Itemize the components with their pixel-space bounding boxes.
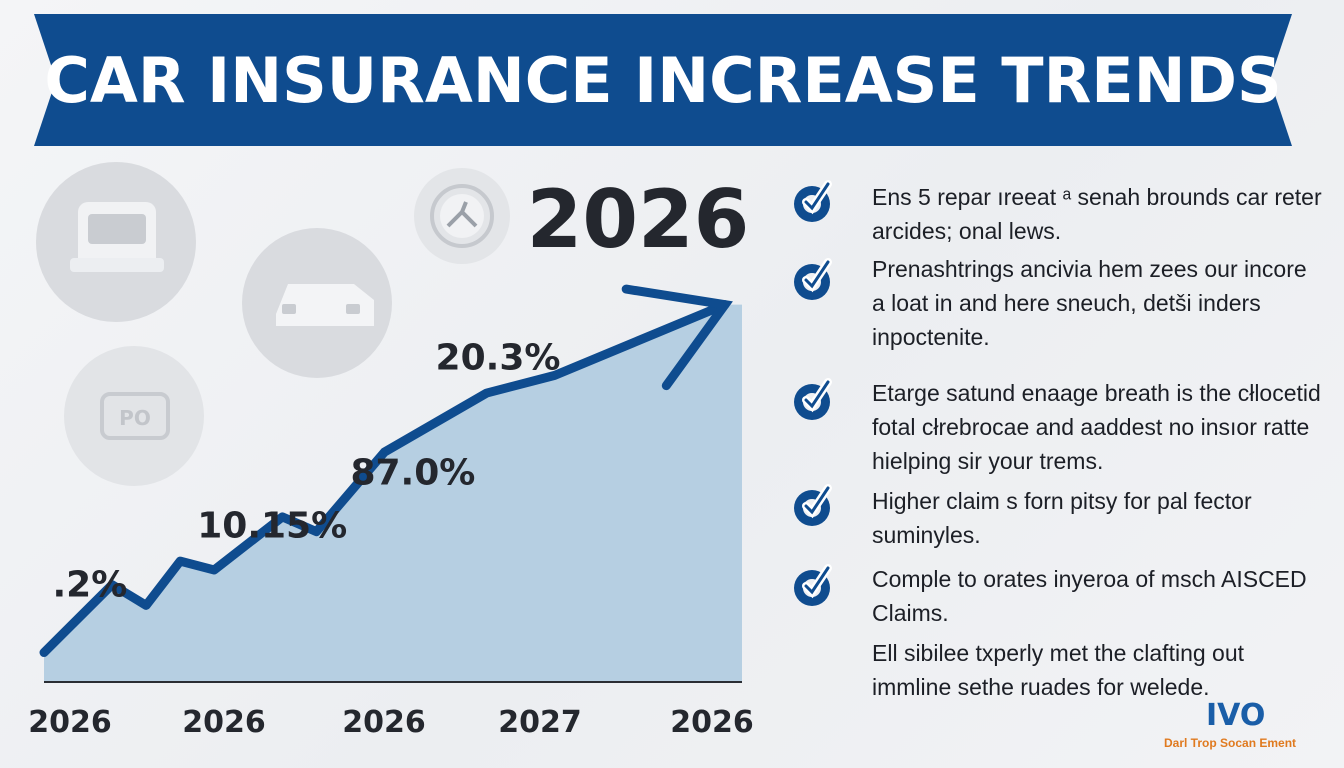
list-item-text: Ell sibilee txperly met the clafting out…	[872, 640, 1245, 700]
data-point	[552, 373, 557, 378]
chart-title: 2026	[527, 173, 750, 266]
license-plate-icon: PO	[64, 346, 204, 486]
data-label: 10.15%	[197, 506, 347, 547]
data-point	[314, 529, 319, 534]
steering-badge-icon	[414, 168, 510, 264]
car-side-icon	[242, 228, 392, 378]
data-point	[280, 514, 285, 519]
data-point	[212, 567, 217, 572]
data-point	[178, 559, 183, 564]
area-chart: 2026 2026 2026 2027 2026.2%10.15%87.0%20.3% …	[28, 173, 754, 740]
data-point	[110, 582, 115, 587]
plot-area: 2026 2026 2026 2027 2026 .2% 10.15%87.0% 20.3%	[28, 284, 754, 740]
list-item-text: Comple to orates inyeroa of msch AISCED …	[872, 566, 1307, 626]
check-icon	[794, 258, 832, 300]
check-icon	[794, 564, 832, 606]
x-tick-label: 2026	[670, 705, 754, 740]
x-tick-label: 2026	[28, 705, 112, 740]
brand-logo: IVO Darl Trop Socan Ement	[1160, 698, 1340, 758]
logo-name: Darl Trop Socan Ement	[1164, 736, 1297, 750]
data-point	[144, 603, 149, 608]
svg-text:PO: PO	[119, 406, 151, 430]
car-front-icon	[36, 162, 196, 322]
title-banner: CAR INSURANCE INCREASE TRENDS	[34, 14, 1292, 146]
banner-shape	[34, 14, 1292, 146]
data-point	[382, 450, 387, 455]
check-icon	[794, 378, 832, 420]
data-label: 20.3%	[436, 337, 561, 378]
list-item-text: Prenashtrings ancivia hem zees our incor…	[872, 256, 1307, 350]
list-item-text: Ens 5 repar ıreeat ᵃ senah brounds car r…	[872, 184, 1322, 244]
x-tick-label: 2026	[342, 705, 426, 740]
logo-mark: IVO	[1206, 698, 1266, 733]
check-icon	[794, 484, 832, 526]
data-label: .2%	[53, 565, 128, 606]
banner-title: CAR INSURANCE INCREASE TRENDS	[44, 43, 1282, 117]
area-fill	[44, 304, 742, 682]
list-item-text: Etarge satund enaage breath is the cłloc…	[872, 380, 1321, 474]
x-tick-label: 2026	[182, 705, 266, 740]
check-icon	[794, 180, 832, 222]
x-tick-label: 2027	[498, 705, 582, 740]
data-point	[484, 391, 489, 396]
list-item-text: Higher claim s forn pitsy for pal fector…	[872, 488, 1252, 548]
data-point	[42, 650, 46, 655]
data-point	[722, 302, 727, 307]
data-label: 87.0%	[350, 452, 475, 493]
